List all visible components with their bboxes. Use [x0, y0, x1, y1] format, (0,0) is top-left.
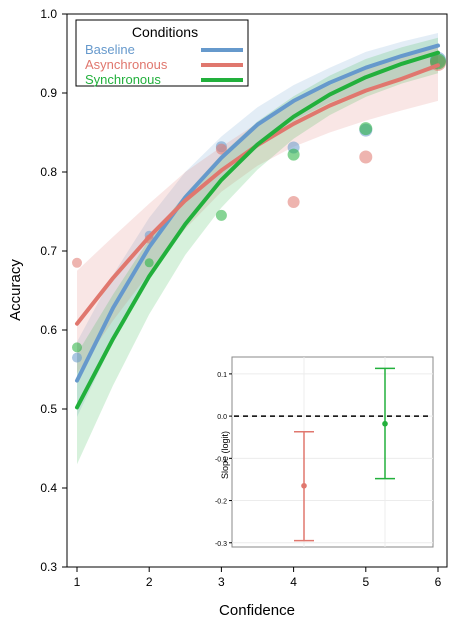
- y-tick-label: 0.4: [40, 481, 57, 495]
- y-tick-label: 0.5: [40, 402, 57, 416]
- x-tick-label: 4: [290, 575, 297, 589]
- y-tick-label: 0.3: [40, 560, 57, 574]
- legend-label-baseline: Baseline: [85, 42, 135, 57]
- x-tick-label: 3: [218, 575, 225, 589]
- estimate-point-1: [301, 482, 307, 489]
- fit-line-baseline: [75, 43, 440, 383]
- x-tick-label: 5: [362, 575, 369, 589]
- inset-frame: [231, 356, 434, 548]
- point-synchronous-3: [215, 209, 227, 221]
- band-baseline: [77, 33, 438, 417]
- inset-y-tick-label: -0.1: [215, 456, 227, 463]
- y-axis-ticks: 0.3 0.4 0.5 0.6 0.7 0.8 0.9 1.0: [40, 7, 67, 574]
- observed-points: [72, 51, 446, 363]
- y-tick-label: 0.7: [40, 244, 57, 258]
- point-baseline-1: [72, 352, 82, 363]
- x-tick-label: 6: [435, 575, 442, 589]
- y-tick-label: 1.0: [40, 7, 57, 21]
- fit-lines: [75, 43, 440, 410]
- inset-y-tick-label: -0.2: [215, 499, 227, 506]
- legend-title: Conditions: [132, 24, 198, 40]
- x-tick-label: 1: [74, 575, 81, 589]
- inset-plot: -0.3 -0.2 -0.1 0.0 0.1 Slope (logit): [215, 356, 434, 548]
- legend-label-synchronous: Synchronous: [85, 72, 161, 87]
- point-asynchronous-5: [359, 150, 373, 164]
- y-tick-label: 0.9: [40, 86, 57, 100]
- inset-y-tick-label: 0.0: [217, 414, 227, 421]
- y-tick-label: 0.8: [40, 165, 57, 179]
- y-tick-label: 0.6: [40, 323, 57, 337]
- legend: Conditions BaselineAsynchronousSynchrono…: [75, 19, 249, 87]
- plot-frame: [66, 13, 448, 568]
- x-axis-label: Confidence: [219, 602, 295, 619]
- point-synchronous-5: [359, 122, 373, 136]
- point-synchronous-1: [72, 342, 82, 353]
- x-axis-ticks: 1 2 3 4 5 6: [74, 567, 442, 589]
- legend-frame: [75, 19, 249, 87]
- inset-y-axis-ticks: -0.3 -0.2 -0.1 0.0 0.1: [215, 372, 232, 548]
- y-axis-label: Accuracy: [7, 259, 24, 321]
- inset-y-tick-label: -0.3: [215, 541, 227, 548]
- legend-label-asynchronous: Asynchronous: [85, 57, 168, 72]
- point-asynchronous-4: [287, 196, 300, 208]
- point-asynchronous-1: [72, 257, 82, 268]
- main-plot: 1 2 3 4 5 6 0.3 0.4 0.5 0.6 0.7 0.8 0.9 1.0 Confiden…: [7, 7, 448, 619]
- point-synchronous-2: [144, 258, 154, 268]
- inset-y-tick-label: 0.1: [217, 372, 227, 379]
- point-synchronous-4: [287, 148, 300, 161]
- slope-estimates: [294, 367, 395, 542]
- point-asynchronous-3: [215, 143, 227, 155]
- inset-y-axis-label: Slope (logit): [220, 431, 230, 479]
- estimate-point-2: [382, 420, 388, 427]
- x-tick-label: 2: [146, 575, 153, 589]
- fit-line-synchronous: [75, 50, 440, 410]
